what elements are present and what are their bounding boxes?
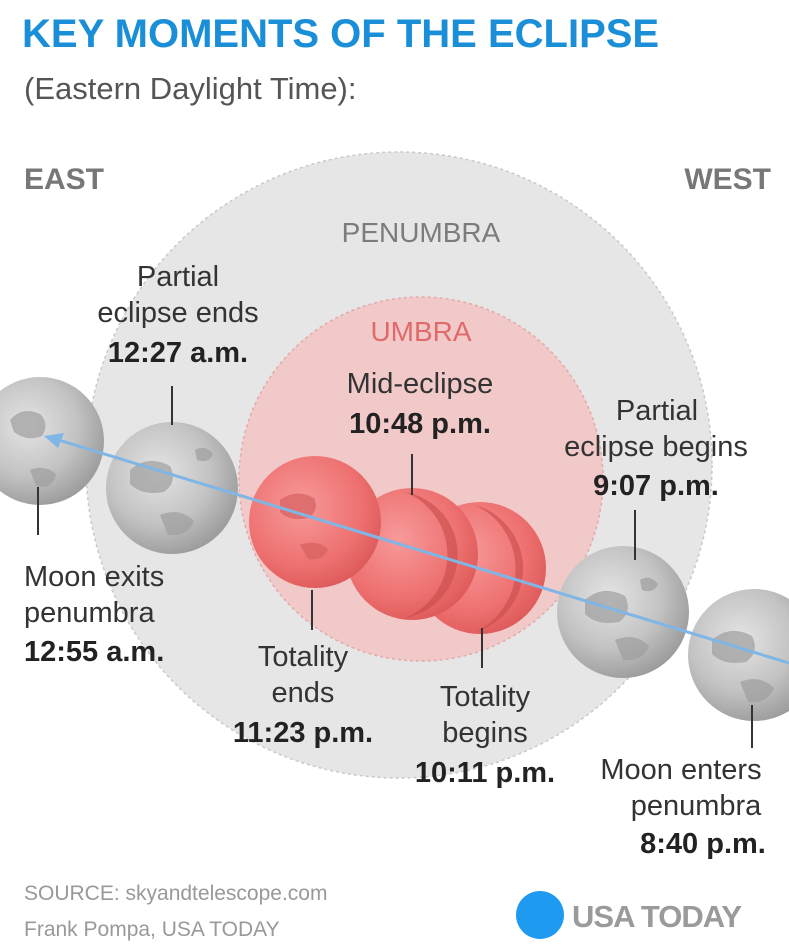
svg-text:eclipse begins: eclipse begins [564,431,748,463]
svg-text:12:55 a.m.: 12:55 a.m. [24,636,164,668]
moon-path-arrowhead-icon [44,433,64,448]
svg-text:Partial: Partial [616,395,698,427]
svg-text:Moon exits: Moon exits [24,561,164,593]
credit-text: Frank Pompa, USA TODAY [24,918,280,941]
svg-text:penumbra: penumbra [24,597,155,629]
svg-text:begins: begins [442,717,527,749]
moon-totality-ends-icon [249,456,381,588]
moon-path-line [51,436,789,665]
svg-text:penumbra: penumbra [631,790,762,822]
moment-totality-ends: Totality ends 11:23 p.m. [233,641,373,749]
penumbra-label: PENUMBRA [342,217,501,248]
svg-text:Partial: Partial [137,261,219,293]
svg-text:8:40 p.m.: 8:40 p.m. [640,828,766,860]
moment-partial-eclipse-begins: Partial eclipse begins 9:07 p.m. [564,395,748,502]
svg-text:Mid-eclipse: Mid-eclipse [347,368,494,400]
usa-today-brand: USA TODAY [572,899,742,934]
source-text: SOURCE: skyandtelescope.com [24,882,327,905]
moment-moon-enters-penumbra: Moon enters penumbra 8:40 p.m. [600,754,765,860]
moment-partial-eclipse-ends: Partial eclipse ends 12:27 a.m. [97,261,258,369]
svg-text:10:48 p.m.: 10:48 p.m. [349,408,491,440]
moment-totality-begins: Totality begins 10:11 p.m. [415,681,555,789]
moment-moon-exits-penumbra: Moon exits penumbra 12:55 a.m. [24,561,164,668]
page-title: KEY MOMENTS OF THE ECLIPSE [22,12,659,56]
svg-text:Totality: Totality [440,681,531,713]
svg-text:ends: ends [272,677,335,709]
svg-text:12:27 a.m.: 12:27 a.m. [108,337,248,369]
svg-text:10:11 p.m.: 10:11 p.m. [415,757,555,789]
west-label: WEST [684,163,771,196]
umbra-label: UMBRA [370,316,471,347]
svg-text:11:23 p.m.: 11:23 p.m. [233,717,373,749]
svg-text:Totality: Totality [258,641,349,673]
svg-text:Moon enters: Moon enters [600,754,761,786]
moment-mid-eclipse: Mid-eclipse 10:48 p.m. [347,368,494,440]
page-subtitle: (Eastern Daylight Time): [24,71,357,106]
leader-lines [37,386,753,748]
moon-enters-penumbra-icon [688,589,789,721]
usa-today-logo-dot-icon [516,891,564,939]
svg-text:eclipse ends: eclipse ends [97,297,258,329]
svg-text:9:07 p.m.: 9:07 p.m. [593,470,719,502]
east-label: EAST [24,163,104,196]
